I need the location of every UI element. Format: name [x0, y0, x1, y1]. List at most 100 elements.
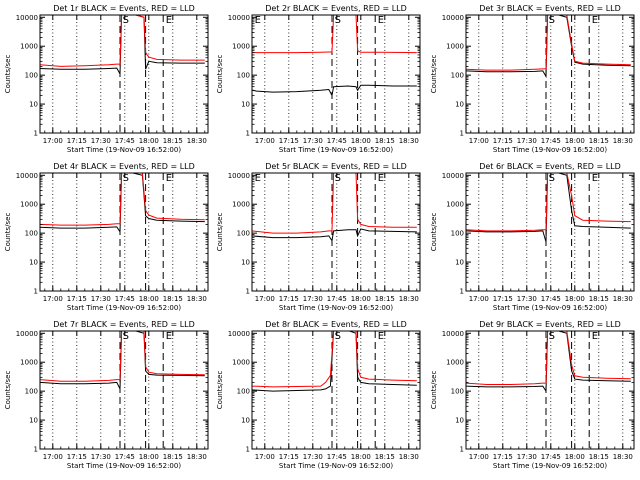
x-tick-label: 17:45 — [327, 453, 347, 461]
y-tick-label: 10 — [241, 417, 250, 425]
y-tick-label: 1 — [460, 130, 464, 138]
marker-label-s: S — [335, 331, 341, 342]
x-tick-label: 17:00 — [43, 453, 63, 461]
x-tick-label: 18:30 — [399, 295, 419, 303]
y-tick-label: 1000 — [232, 43, 250, 51]
series-lld-line — [466, 15, 631, 71]
x-tick-label: 17:45 — [115, 137, 135, 145]
x-tick-label: 18:00 — [139, 137, 159, 145]
x-tick-label: 17:15 — [279, 453, 299, 461]
marker-label-e: E — [255, 15, 261, 26]
x-axis-label: Start Time (19-Nov-09 16:52:00) — [493, 304, 607, 312]
marker-label-e: E — [592, 173, 598, 184]
panel-title: Det 6r BLACK = Events, RED = LLD — [479, 162, 621, 171]
plot-frame — [465, 330, 635, 450]
panel-8: Det 8r BLACK = Events, RED = LLD S E 1 10 100… — [216, 320, 421, 470]
x-tick-label: 17:30 — [303, 453, 323, 461]
panel-3: Det 3r BLACK = Events, RED = LLD S E 1 10 100… — [430, 4, 635, 154]
x-tick-label: 18:30 — [187, 295, 207, 303]
y-axis-label: Counts/sec — [4, 213, 12, 252]
panel-6: Det 6r BLACK = Events, RED = LLD S E 1 10 100… — [430, 162, 635, 312]
x-tick-label: 18:00 — [565, 295, 585, 303]
x-tick-label: 17:00 — [469, 453, 489, 461]
x-axis-label: Start Time (19-Nov-09 16:52:00) — [67, 462, 181, 470]
y-tick-label: 10 — [29, 259, 38, 267]
series-events-line — [252, 228, 417, 243]
x-tick-label: 18:15 — [589, 137, 609, 145]
series-events-line — [40, 173, 205, 234]
y-tick-label: 1 — [460, 446, 464, 454]
y-tick-label: 1 — [246, 288, 250, 296]
x-tick-label: 18:00 — [565, 137, 585, 145]
series-events-line — [252, 331, 417, 392]
y-axis-label: Counts/sec — [430, 55, 438, 94]
x-tick-label: 18:00 — [351, 295, 371, 303]
x-tick-label: 17:00 — [43, 295, 63, 303]
x-tick-label: 18:30 — [399, 137, 419, 145]
x-tick-label: 18:30 — [187, 137, 207, 145]
x-tick-label: 18:00 — [139, 453, 159, 461]
x-axis-label: Start Time (19-Nov-09 16:52:00) — [67, 304, 181, 312]
y-axis-label: Counts/sec — [430, 371, 438, 410]
x-tick-label: 17:15 — [67, 295, 87, 303]
x-axis-label: Start Time (19-Nov-09 16:52:00) — [67, 146, 181, 154]
y-tick-label: 10000 — [442, 14, 464, 22]
y-axis-label: Counts/sec — [216, 213, 224, 252]
y-tick-label: 10 — [241, 259, 250, 267]
y-tick-label: 1 — [34, 446, 38, 454]
marker-label-s: S — [549, 15, 555, 26]
plot-frame — [39, 330, 209, 450]
x-tick-label: 18:15 — [375, 137, 395, 145]
series-lld-line — [252, 173, 417, 234]
x-tick-label: 17:45 — [541, 453, 561, 461]
panel-title: Det 9r BLACK = Events, RED = LLD — [479, 320, 621, 329]
x-tick-label: 17:00 — [469, 137, 489, 145]
marker-label-e: E — [166, 331, 172, 342]
y-axis-label: Counts/sec — [216, 55, 224, 94]
y-tick-label: 10 — [455, 101, 464, 109]
y-tick-label: 100 — [25, 230, 38, 238]
panel-title: Det 4r BLACK = Events, RED = LLD — [53, 162, 195, 171]
plot-frame — [39, 14, 209, 134]
marker-label-e: E — [255, 173, 261, 184]
series-lld-line — [466, 173, 631, 232]
plot-frame — [251, 172, 421, 292]
x-tick-label: 18:30 — [399, 453, 419, 461]
marker-label-s: S — [123, 15, 129, 26]
x-tick-label: 18:15 — [163, 295, 183, 303]
plot-frame — [465, 172, 635, 292]
series-lld-line — [40, 331, 205, 382]
x-tick-label: 17:00 — [43, 137, 63, 145]
x-tick-label: 17:30 — [517, 453, 537, 461]
x-tick-label: 17:15 — [279, 295, 299, 303]
panel-title: Det 7r BLACK = Events, RED = LLD — [53, 320, 195, 329]
x-tick-label: 17:30 — [303, 295, 323, 303]
x-tick-label: 17:15 — [67, 453, 87, 461]
y-tick-label: 1000 — [232, 359, 250, 367]
x-tick-label: 18:30 — [613, 137, 633, 145]
marker-label-e: E — [378, 15, 384, 26]
x-tick-label: 17:30 — [91, 295, 111, 303]
panel-5: Det 5r BLACK = Events, RED = LLD S E E 1 10 10… — [216, 162, 421, 312]
series-lld-line — [252, 331, 417, 388]
series-events-line — [466, 331, 631, 393]
y-tick-label: 1000 — [20, 359, 38, 367]
plot-frame — [251, 14, 421, 134]
y-tick-label: 1000 — [446, 359, 464, 367]
y-tick-label: 1000 — [446, 43, 464, 51]
y-tick-label: 100 — [25, 388, 38, 396]
y-tick-label: 10 — [455, 259, 464, 267]
x-tick-label: 18:00 — [351, 137, 371, 145]
series-lld-line — [252, 15, 417, 54]
marker-label-e: E — [378, 331, 384, 342]
x-tick-label: 17:30 — [91, 453, 111, 461]
x-tick-label: 17:15 — [493, 295, 513, 303]
marker-label-e: E — [378, 173, 384, 184]
x-tick-label: 18:15 — [589, 453, 609, 461]
y-tick-label: 10000 — [16, 172, 38, 180]
y-tick-label: 1 — [34, 288, 38, 296]
marker-label-s: S — [123, 331, 129, 342]
panel-2: Det 2r BLACK = Events, RED = LLD S E E 1 10 10… — [216, 4, 421, 154]
marker-label-e: E — [166, 173, 172, 184]
marker-label-e: E — [592, 15, 598, 26]
